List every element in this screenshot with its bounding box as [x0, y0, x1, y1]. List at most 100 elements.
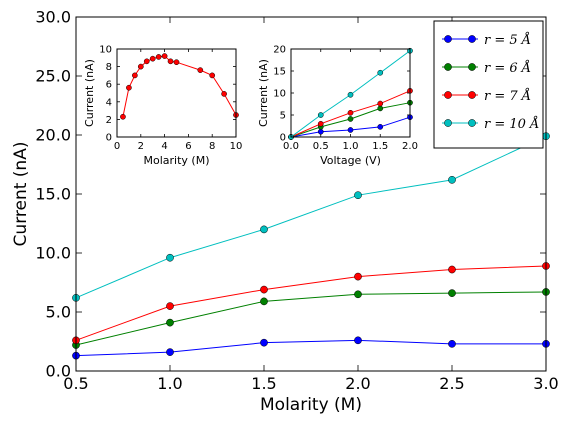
data-point — [317, 112, 324, 118]
legend-box — [433, 20, 544, 149]
x-tick-label: 10 — [230, 141, 243, 152]
data-point — [448, 289, 456, 297]
legend-swatch-marker — [468, 119, 476, 127]
y-tick-label: 20 — [273, 45, 286, 56]
data-point — [377, 69, 384, 76]
data-point — [260, 338, 268, 347]
legend-swatch-marker — [468, 35, 476, 43]
x-tick-label: 6 — [185, 141, 191, 152]
inset-left-frame — [116, 48, 237, 138]
y-tick-label: 8 — [106, 62, 112, 73]
data-point — [161, 53, 168, 59]
series-1 — [72, 336, 550, 360]
legend-entry: r = 7 Å — [442, 88, 531, 104]
data-point — [120, 113, 126, 120]
data-point — [354, 272, 362, 281]
y-tick-label: 15.0 — [35, 185, 71, 204]
data-point — [354, 290, 362, 299]
series-line — [75, 135, 547, 299]
y-tick-label: 10.0 — [35, 244, 71, 263]
data-point — [167, 58, 174, 65]
data-point — [347, 127, 354, 133]
data-point — [347, 116, 354, 122]
legend-entry: r = 5 Å — [442, 32, 531, 48]
data-point — [166, 253, 174, 262]
x-tick-label: 1.5 — [251, 374, 276, 393]
x-axis-label: Molarity (M) — [144, 154, 210, 167]
y-tick-label: 5.0 — [46, 303, 71, 322]
legend-swatch-marker — [444, 35, 452, 43]
y-tick-label: 25.0 — [35, 67, 71, 86]
x-tick-label: 2.5 — [439, 374, 464, 393]
legend-label: r = 5 Å — [484, 32, 531, 48]
data-point — [260, 225, 268, 234]
x-tick-label: 0.5 — [313, 141, 329, 152]
x-tick-label: 1.0 — [343, 141, 359, 152]
inset-left-panel: 0 2 4 6 8 10 0 2 4 6 8 10 Molarity (M) Current (nA) — [83, 45, 242, 168]
data-point — [317, 128, 324, 135]
y-tick-label: 0 — [106, 133, 112, 144]
data-point — [448, 265, 456, 274]
x-tick-label: 0.0 — [283, 141, 299, 152]
data-point — [173, 59, 180, 66]
data-point — [197, 67, 204, 73]
data-point — [166, 348, 174, 356]
legend-label: r = 10 Å — [484, 116, 539, 132]
legend: r = 5 Å r = 6 Å r = 7 Å r = 10 Å — [433, 20, 544, 149]
y-axis-label: Current (nA) — [11, 142, 31, 247]
y-tick-label: 15 — [273, 67, 286, 78]
y-tick-label: 2 — [106, 115, 112, 126]
legend-swatch-marker — [444, 63, 452, 71]
y-tick-label: 0.0 — [46, 362, 71, 381]
data-point — [448, 340, 456, 348]
legend-swatch-marker — [444, 91, 452, 99]
data-point — [377, 124, 384, 130]
inset-right-frame — [290, 48, 411, 138]
legend-entry: r = 10 Å — [442, 116, 539, 132]
data-point — [137, 63, 144, 70]
x-tick-label: 4 — [161, 141, 167, 152]
data-point — [166, 302, 174, 310]
x-tick-label: 2.0 — [345, 374, 370, 393]
y-tick-label: 4 — [106, 97, 112, 108]
series-3 — [72, 262, 550, 345]
data-point — [317, 120, 324, 127]
data-point — [347, 91, 354, 98]
series-line — [75, 291, 547, 346]
x-tick-label: 3.0 — [533, 374, 558, 393]
data-point — [260, 297, 268, 306]
x-tick-label: 0 — [114, 141, 120, 152]
data-point — [149, 55, 156, 62]
data-point — [209, 72, 216, 79]
y-tick-label: 10 — [99, 45, 112, 56]
data-point — [155, 54, 162, 60]
legend-swatch-marker — [468, 63, 476, 71]
data-point — [143, 58, 150, 65]
series-4 — [288, 47, 413, 140]
y-tick-label: 20.0 — [35, 126, 71, 145]
main-frame — [75, 16, 547, 372]
data-point — [448, 175, 456, 184]
data-point — [166, 318, 174, 327]
data-point — [354, 336, 362, 345]
inset-right-panel: 0.0 0.5 1.0 1.5 2.0 0 5 10 15 20 Voltage (V) Curren… — [257, 45, 418, 168]
y-tick-label: 6 — [106, 80, 112, 91]
y-tick-label: 5 — [280, 111, 286, 122]
y-tick-label: 10 — [273, 89, 286, 100]
data-point — [347, 109, 354, 116]
data-point — [260, 285, 268, 294]
legend-entry: r = 6 Å — [442, 60, 531, 76]
legend-label: r = 7 Å — [484, 88, 531, 104]
legend-swatch-marker — [468, 91, 476, 99]
series-line — [75, 265, 547, 341]
data-point — [354, 191, 362, 200]
y-axis-label: Current (nA) — [257, 59, 270, 127]
x-axis-label: Voltage (V) — [320, 154, 381, 167]
data-point — [377, 100, 384, 107]
y-tick-label: 30.0 — [35, 8, 71, 27]
x-tick-label: 2 — [138, 141, 144, 152]
x-tick-label: 2.0 — [402, 141, 418, 152]
x-tick-label: 1.0 — [157, 374, 182, 393]
y-tick-label: 0 — [280, 133, 286, 144]
